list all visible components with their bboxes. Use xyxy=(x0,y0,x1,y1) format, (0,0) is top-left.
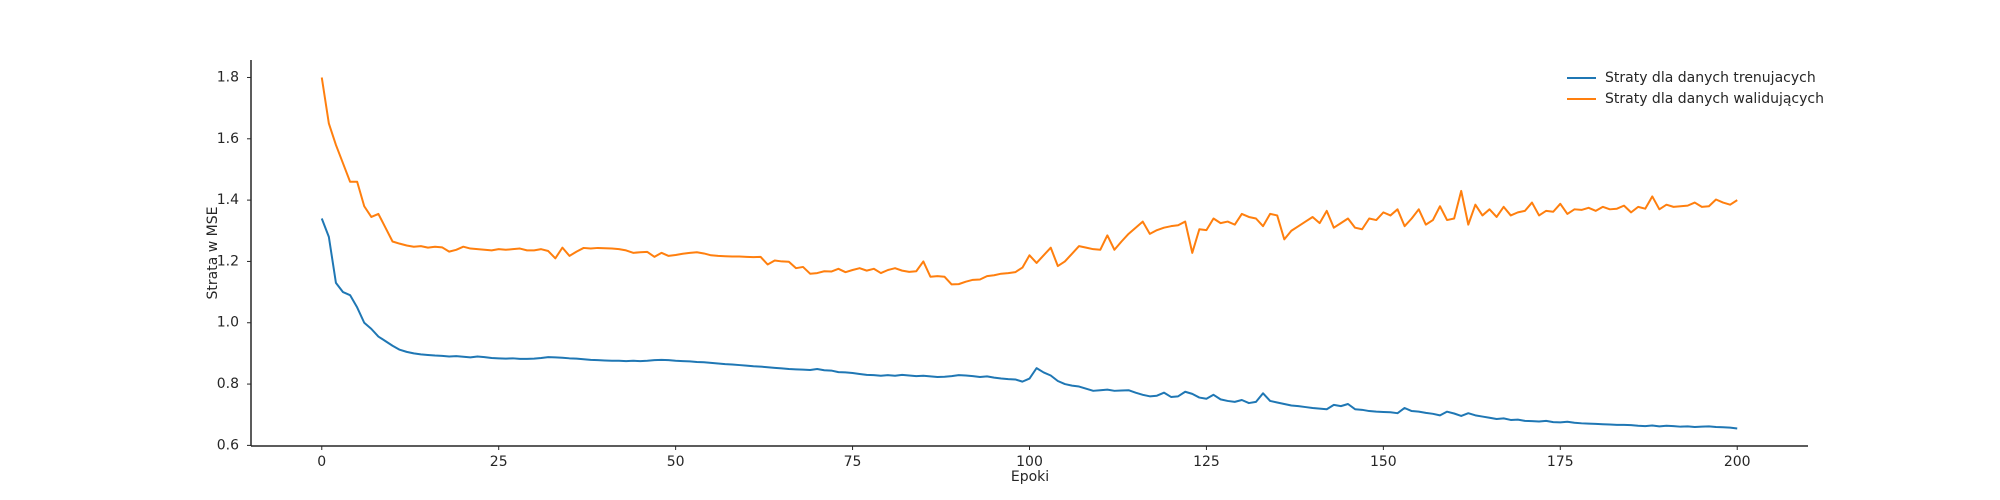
line-series xyxy=(320,218,1738,430)
legend-label: Straty dla danych walidujących xyxy=(1605,91,1824,107)
x-tick-label: 200 xyxy=(1724,454,1751,470)
legend-label: Straty dla danych trenujacych xyxy=(1605,70,1816,86)
y-tick-label: 1.2 xyxy=(217,253,239,269)
x-axis-label: Epoki xyxy=(1011,469,1049,485)
y-tick-label: 0.6 xyxy=(217,437,239,453)
x-tick-label: 100 xyxy=(1016,454,1043,470)
y-tick-label: 1.6 xyxy=(217,131,239,147)
y-tick-label: 1.0 xyxy=(217,315,239,331)
y-tick-label: 1.8 xyxy=(217,69,239,85)
x-tick-label: 25 xyxy=(490,454,508,470)
x-tick-label: 150 xyxy=(1370,454,1397,470)
x-tick-label: 175 xyxy=(1547,454,1574,470)
x-tick-label: 75 xyxy=(844,454,862,470)
y-tick-label: 0.8 xyxy=(217,376,239,392)
y-axis-label: Strata w MSE xyxy=(205,207,221,300)
x-tick-label: 125 xyxy=(1193,454,1220,470)
x-tick-label: 50 xyxy=(667,454,685,470)
y-tick-label: 1.4 xyxy=(217,192,239,208)
line-series xyxy=(320,77,1738,286)
x-tick-label: 0 xyxy=(317,454,326,470)
